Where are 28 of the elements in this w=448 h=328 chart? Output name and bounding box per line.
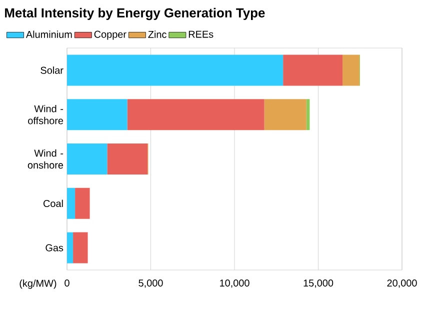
x-tick-label: 15,000 (304, 280, 334, 288)
bar (75, 188, 90, 219)
chart-title: Metal Intensity by Energy Generation Type (5, 8, 265, 20)
x-tick-label: 5,000 (138, 280, 163, 288)
legend-label: Aluminium (26, 30, 72, 38)
bar (67, 188, 76, 219)
y-tick-label: Gas (46, 244, 64, 252)
y-tick-label: Wind - offshore (28, 104, 64, 124)
legend-label: Copper (94, 30, 126, 40)
bar (107, 144, 148, 174)
y-tick-label: Coal (43, 200, 63, 208)
y-tick-label: Solar (40, 66, 64, 74)
bar (67, 144, 108, 174)
bar (67, 54, 284, 86)
x-tick-label: 20,000 (387, 280, 417, 288)
bar (127, 99, 264, 130)
x-axis-title: (kg/MW) (20, 280, 56, 289)
x-tick-label: 0 (64, 280, 70, 287)
bar (67, 99, 128, 130)
legend-label: Zinc (148, 30, 166, 38)
y-tick-label: Wind - onshore (28, 149, 64, 169)
legend-label: REEs (188, 30, 214, 38)
bar (67, 232, 74, 264)
bar (264, 99, 306, 130)
bar (73, 232, 88, 264)
x-tick-label: 10,000 (220, 280, 250, 288)
bar (283, 54, 343, 86)
bar (342, 54, 360, 86)
